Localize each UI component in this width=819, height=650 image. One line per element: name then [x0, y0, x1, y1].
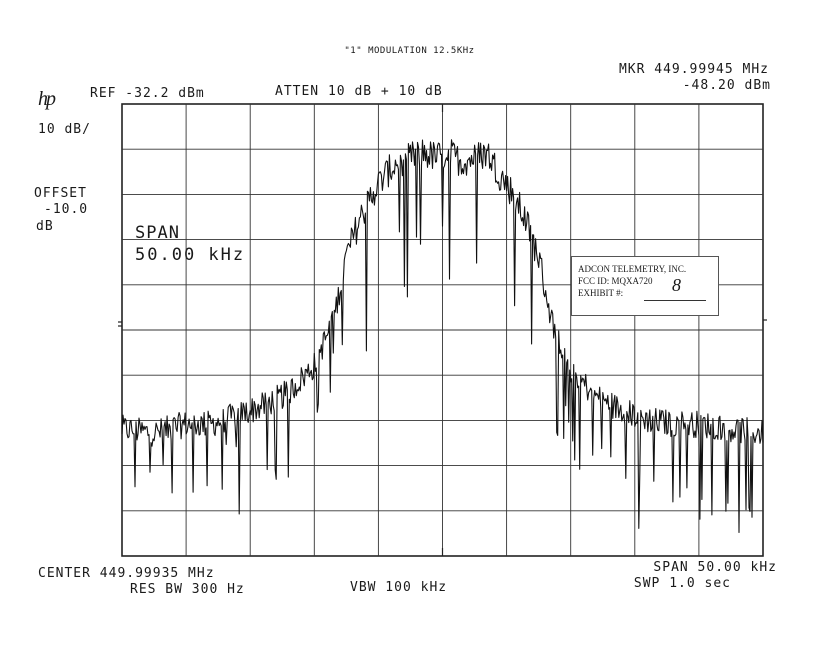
trace-line — [121, 139, 764, 534]
plot-title: "1" MODULATION 12.5KHz — [344, 46, 475, 56]
exhibit-stamp: ADCON TELEMETRY, INC. FCC ID: MQXA720 EX… — [571, 256, 719, 316]
offset-value: -10.0 — [44, 202, 89, 217]
stamp-exhibit-label: EXHIBIT #: — [578, 288, 624, 298]
center-frequency: CENTER 449.99935 MHz — [38, 566, 215, 581]
scale-per-division: 10 dB/ — [38, 122, 91, 137]
span-label: SPAN — [135, 223, 180, 243]
attenuation: ATTEN 10 dB + 10 dB — [275, 84, 443, 99]
stamp-fcc-id: FCC ID: MQXA720 — [578, 276, 653, 286]
stamp-underline — [644, 300, 706, 301]
sweep-time: SWP 1.0 sec — [633, 576, 731, 591]
hp-logo: hp — [38, 88, 56, 110]
resolution-bandwidth: RES BW 300 Hz — [130, 582, 245, 597]
video-bandwidth: VBW 100 kHz — [350, 580, 448, 595]
span-value: 50.00 kHz — [135, 245, 246, 265]
spectrum-trace — [121, 139, 764, 534]
offset-label: OFFSET — [34, 186, 87, 201]
span-footer: SPAN 50.00 kHz — [653, 560, 777, 575]
offset-unit: dB — [36, 219, 54, 234]
marker-frequency: MKR 449.99945 MHz — [618, 62, 769, 77]
stamp-exhibit-number: 8 — [672, 275, 681, 295]
reference-level: REF -32.2 dBm — [90, 86, 205, 101]
marker-amplitude: -48.20 dBm — [682, 78, 771, 93]
stamp-company: ADCON TELEMETRY, INC. — [578, 264, 687, 274]
graticule — [118, 103, 767, 557]
